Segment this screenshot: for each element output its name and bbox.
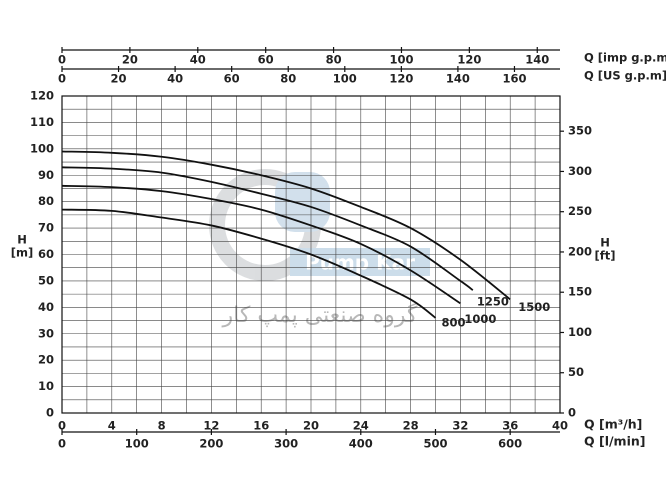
secondary-tick-label: 40 xyxy=(167,72,183,86)
secondary-tick-label: 200 xyxy=(199,437,223,451)
plot-frame xyxy=(61,95,561,414)
secondary-tick-label: 400 xyxy=(349,437,373,451)
secondary-tick-label: 20 xyxy=(111,72,127,86)
logo: Pump Kar xyxy=(209,169,430,281)
pump-curve xyxy=(61,184,461,305)
y-tick-label: 70 xyxy=(38,221,54,235)
y2-tick-label: 50 xyxy=(568,365,584,379)
y-tick-label: 60 xyxy=(38,247,54,261)
y2-tick-label: 200 xyxy=(568,244,592,258)
logo-band xyxy=(290,248,430,276)
x-tick-label: 20 xyxy=(303,419,319,433)
y2-tick-label: 100 xyxy=(568,325,592,339)
pump-curve xyxy=(61,166,474,291)
y2-tick-label: 300 xyxy=(568,164,592,178)
x-tick-label: 36 xyxy=(502,419,518,433)
secondary-tick-label: 60 xyxy=(224,72,240,86)
secondary-tick-label: 500 xyxy=(423,437,447,451)
x-tick-label: 8 xyxy=(158,419,166,433)
logo-drop xyxy=(275,172,330,232)
y-tick-label: 30 xyxy=(38,326,54,340)
y-tick-label: 80 xyxy=(38,194,54,208)
secondary-tick-label: 140 xyxy=(446,72,470,86)
x-tick-label: 12 xyxy=(203,419,219,433)
y-tick-label: 100 xyxy=(30,141,54,155)
x-tick-label: 32 xyxy=(452,419,468,433)
y2-tick-label: 150 xyxy=(568,285,592,299)
axis-label: [ft] xyxy=(594,249,615,263)
secondary-tick-label: 80 xyxy=(280,72,296,86)
axis-label: Q [imp g.p.m] xyxy=(584,51,666,65)
curve-label: 1000 xyxy=(464,312,496,326)
curve-label: 1250 xyxy=(477,295,509,309)
axis-label: Q [l/min] xyxy=(584,434,645,449)
secondary-tick-label: 120 xyxy=(389,72,413,86)
curve-label: 1500 xyxy=(518,300,550,314)
x-tick-label: 24 xyxy=(353,419,369,433)
y-tick-label: 10 xyxy=(38,379,54,393)
secondary-tick-label: 120 xyxy=(457,53,481,67)
y-tick-label: 0 xyxy=(46,406,54,420)
secondary-tick-label: 600 xyxy=(498,437,522,451)
x-tick-label: 4 xyxy=(108,419,116,433)
x-tick-label: 28 xyxy=(403,419,419,433)
secondary-tick-label: 0 xyxy=(58,72,66,86)
secondary-tick-label: 60 xyxy=(258,53,274,67)
curve-label: 800 xyxy=(442,315,466,329)
y2-tick-label: 250 xyxy=(568,204,592,218)
secondary-tick-label: 140 xyxy=(525,53,549,67)
pump-curve xyxy=(61,150,511,301)
axis-label: H xyxy=(17,233,27,247)
x-tick-label: 40 xyxy=(552,419,568,433)
secondary-tick-label: 100 xyxy=(389,53,413,67)
y-tick-label: 50 xyxy=(38,273,54,287)
y2-tick-label: 350 xyxy=(568,124,592,138)
secondary-tick-label: 100 xyxy=(333,72,357,86)
secondary-tick-label: 0 xyxy=(58,437,66,451)
axis-label: H xyxy=(600,236,610,250)
axis-label: [m] xyxy=(11,246,34,260)
secondary-tick-label: 300 xyxy=(274,437,298,451)
secondary-tick-label: 20 xyxy=(122,53,138,67)
y-tick-label: 40 xyxy=(38,300,54,314)
y-tick-label: 110 xyxy=(30,115,54,129)
secondary-tick-label: 160 xyxy=(502,72,526,86)
x-tick-label: 0 xyxy=(58,419,66,433)
secondary-tick-label: 40 xyxy=(190,53,206,67)
y-tick-label: 120 xyxy=(30,89,54,103)
secondary-tick-label: 0 xyxy=(58,53,66,67)
watermark: گروه صنعتی پمپ کار xyxy=(222,302,418,328)
y-tick-label: 20 xyxy=(38,353,54,367)
axis-label: Q [US g.p.m] xyxy=(584,69,666,83)
pump-curve xyxy=(61,208,437,319)
axis-label: Q [m³/h] xyxy=(584,417,642,432)
secondary-tick-label: 100 xyxy=(125,437,149,451)
x-tick-label: 16 xyxy=(253,419,269,433)
y-tick-label: 90 xyxy=(38,168,54,182)
y2-tick-label: 0 xyxy=(568,406,576,420)
secondary-tick-label: 80 xyxy=(326,53,342,67)
